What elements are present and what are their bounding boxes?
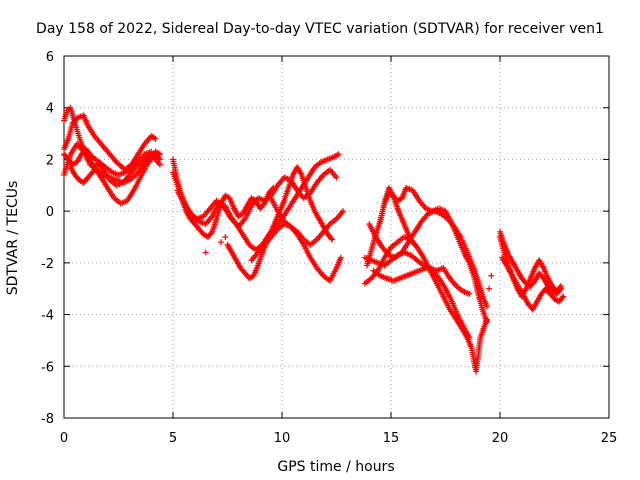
data-point xyxy=(466,334,473,341)
y-tick-label: 4 xyxy=(46,102,54,117)
data-point xyxy=(208,230,215,237)
y-tick-label: -4 xyxy=(41,309,54,324)
y-tick-label: 0 xyxy=(46,205,54,220)
data-point xyxy=(333,174,340,181)
y-tick-label: 2 xyxy=(46,153,54,168)
x-tick-label: 20 xyxy=(492,431,509,446)
isolated-data-point xyxy=(202,249,209,256)
data-point xyxy=(328,235,335,242)
isolated-data-point xyxy=(222,234,229,240)
x-tick-label: 15 xyxy=(383,431,400,446)
data-point xyxy=(148,148,155,155)
isolated-data-point xyxy=(217,239,224,246)
axis-ticks: 0 5 10 15 20 25 -8 -6 -4 -2 0 2 4 6 xyxy=(41,50,617,446)
data-point xyxy=(556,284,563,291)
x-tick-label: 10 xyxy=(274,431,291,446)
x-tick-label: 5 xyxy=(169,431,177,446)
y-tick-label: -8 xyxy=(41,412,54,427)
data-point xyxy=(156,161,163,168)
data-points xyxy=(61,104,567,375)
x-axis-label: GPS time / hours xyxy=(277,459,394,475)
grid-lines xyxy=(64,56,609,418)
y-tick-label: -2 xyxy=(41,257,54,272)
data-point xyxy=(337,254,344,261)
data-point xyxy=(152,135,159,142)
y-axis-label: SDTVAR / TECUs xyxy=(5,181,21,296)
data-point xyxy=(411,241,418,248)
data-point xyxy=(335,151,342,158)
data-point xyxy=(483,316,490,323)
data-point xyxy=(156,151,163,158)
data-point xyxy=(340,208,347,215)
data-point xyxy=(466,290,473,297)
isolated-data-point xyxy=(486,285,493,292)
data-point xyxy=(410,240,417,247)
chart-title: Day 158 of 2022, Sidereal Day-to-day VTE… xyxy=(36,21,604,37)
plot-frame xyxy=(63,55,610,419)
data-point xyxy=(559,294,566,301)
data-point xyxy=(483,303,490,310)
x-tick-label: 25 xyxy=(601,431,618,446)
isolated-data-point xyxy=(477,296,484,303)
y-tick-label: 6 xyxy=(46,50,54,65)
data-point xyxy=(560,293,567,300)
data-point xyxy=(558,283,565,290)
x-tick-label: 0 xyxy=(60,431,68,446)
isolated-data-point xyxy=(488,272,495,279)
y-tick-label: -6 xyxy=(41,360,54,375)
data-point xyxy=(329,236,336,243)
